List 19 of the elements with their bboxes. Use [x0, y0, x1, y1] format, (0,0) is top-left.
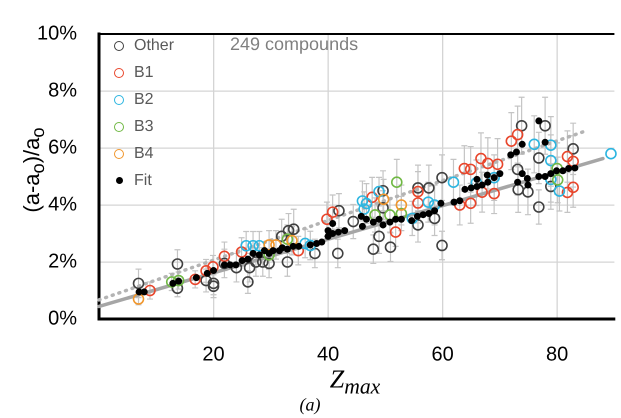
text: (a): [300, 394, 320, 416]
annotation: 249 compounds: [230, 34, 358, 55]
legend-label: Fit: [134, 171, 152, 191]
legend-label: B3: [134, 117, 154, 137]
legend-label: B1: [134, 63, 154, 83]
legend-label: B2: [134, 90, 154, 110]
y-tick-label: 4%: [48, 194, 78, 216]
y-tick-label: 2%: [48, 250, 78, 273]
x-axis-title: Z$_{max}$: [330, 364, 380, 400]
y-tick-label: 10%: [36, 22, 78, 45]
x-tick-label: 60: [431, 344, 454, 366]
x-tick-label: 80: [546, 344, 568, 366]
y-tick-label: 6%: [48, 136, 78, 159]
y-tick-label: 0%: [48, 308, 78, 330]
legend-label: Other: [134, 36, 174, 56]
y-tick-label: 8%: [48, 80, 78, 102]
legend-label: B4: [134, 144, 154, 164]
x-tick-label: 40: [316, 344, 340, 366]
x-tick-label: 20: [202, 344, 225, 366]
